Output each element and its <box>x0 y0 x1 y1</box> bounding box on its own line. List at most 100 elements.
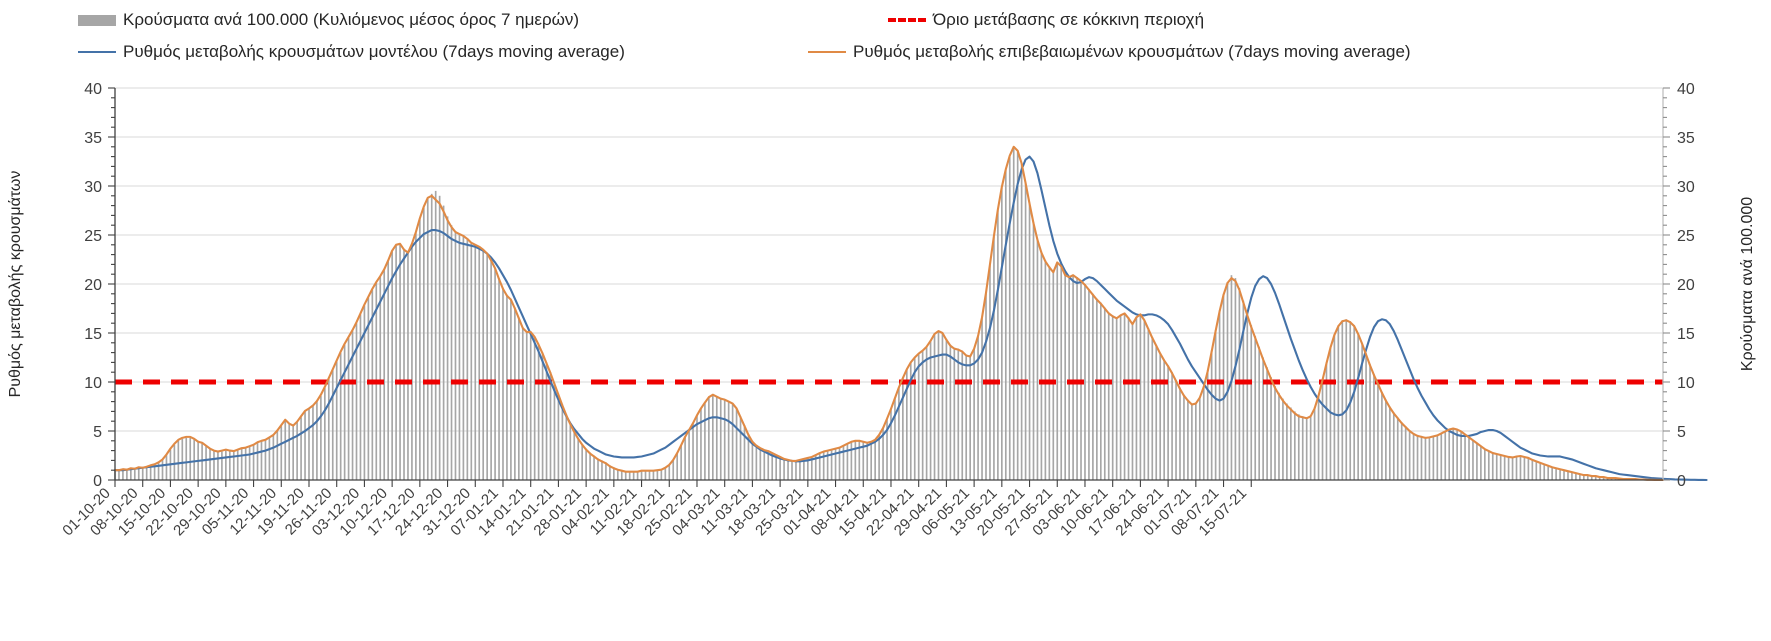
bar <box>181 438 184 480</box>
bar <box>486 254 488 480</box>
bar <box>807 457 809 480</box>
bar <box>644 470 647 480</box>
bar <box>822 451 825 480</box>
bar <box>573 431 576 480</box>
grid-lines <box>115 87 1663 481</box>
bar <box>327 379 330 480</box>
bar <box>735 408 738 480</box>
right-axis-title: Κρούσματα ανά 100.000 <box>1739 197 1756 371</box>
bar <box>747 433 750 480</box>
y-axis-tick-label-left: 15 <box>84 326 102 343</box>
bar <box>264 439 267 480</box>
bar <box>1048 266 1051 480</box>
bar <box>1250 325 1253 480</box>
bar <box>1127 317 1130 480</box>
bar <box>1167 365 1169 480</box>
bar <box>1523 457 1526 480</box>
bar <box>280 426 283 480</box>
bar <box>597 458 599 480</box>
bar <box>335 361 338 480</box>
bar <box>347 337 350 480</box>
bar <box>438 195 441 481</box>
bar <box>1084 284 1086 480</box>
bar <box>411 244 413 480</box>
bar <box>1357 333 1359 480</box>
bar <box>494 268 496 480</box>
bar <box>1143 320 1146 480</box>
bar <box>1183 394 1185 480</box>
bar <box>1210 350 1213 480</box>
bar <box>514 307 516 480</box>
bar <box>1476 442 1478 480</box>
bar <box>228 450 231 480</box>
bar <box>1107 312 1110 480</box>
bar <box>601 460 603 480</box>
bar <box>1218 310 1221 480</box>
legend-label-confirmed-rate: Ρυθμός μεταβολής επιβεβαιωμένων κρουσμάτ… <box>853 42 1411 61</box>
bar <box>149 465 152 480</box>
y-axis-tick-label-right: 30 <box>1677 179 1695 196</box>
bar <box>783 458 785 480</box>
legend-item-cases-per-100k[interactable]: Κρούσματα ανά 100.000 (Κυλιόμενος μέσος … <box>78 10 579 30</box>
bar <box>1024 182 1027 480</box>
bar <box>399 244 401 480</box>
bar <box>454 231 457 480</box>
bar <box>367 297 370 480</box>
bar <box>284 420 287 480</box>
bar <box>1008 156 1011 480</box>
bar <box>549 372 552 480</box>
bar <box>1309 415 1312 480</box>
bar <box>244 447 247 480</box>
bar <box>1179 387 1181 480</box>
bar <box>1056 263 1059 480</box>
bar-swatch-icon <box>78 14 116 26</box>
bar <box>668 464 671 480</box>
bar <box>498 278 500 480</box>
bar <box>304 411 306 480</box>
bar <box>1032 222 1035 480</box>
bar <box>1333 333 1336 480</box>
bar <box>917 353 920 480</box>
bar <box>1487 450 1490 480</box>
bar <box>506 294 508 480</box>
bar <box>902 378 904 480</box>
bar <box>1305 417 1308 480</box>
bar <box>858 440 861 480</box>
bar <box>383 270 386 480</box>
bar <box>521 327 524 480</box>
y-axis-tick-label-right: 25 <box>1677 228 1695 245</box>
bar <box>1396 417 1399 480</box>
bar <box>1293 411 1296 480</box>
bar <box>260 440 263 480</box>
bar <box>692 423 694 480</box>
bar <box>1175 380 1177 480</box>
bar <box>1266 367 1268 480</box>
bar <box>842 445 845 480</box>
bar <box>1535 461 1538 480</box>
bar <box>462 235 465 480</box>
bar <box>1551 467 1553 480</box>
bar <box>320 395 322 480</box>
bar <box>1495 453 1498 480</box>
bar <box>953 347 956 480</box>
bar <box>1171 372 1173 480</box>
bar <box>700 408 702 480</box>
legend-item-red-threshold[interactable]: Όριο μετάβασης σε κόκκινη περιοχή <box>888 10 1204 30</box>
bar <box>890 409 892 480</box>
bar <box>517 317 520 480</box>
y-axis-tick-label-left: 30 <box>84 179 102 196</box>
bar <box>957 348 960 480</box>
bar <box>1519 456 1522 480</box>
bar <box>225 450 227 480</box>
legend-item-model-rate[interactable]: Ρυθμός μεταβολής κρουσμάτων μοντέλου (7d… <box>78 42 625 62</box>
bar <box>1571 472 1573 480</box>
bar <box>300 417 302 480</box>
bar <box>189 437 192 480</box>
bar <box>886 419 888 480</box>
bar <box>866 442 869 480</box>
bar <box>268 437 271 480</box>
bar <box>1317 394 1320 480</box>
legend-item-confirmed-rate[interactable]: Ρυθμός μεταβολής επιβεβαιωμένων κρουσμάτ… <box>808 42 1411 62</box>
bar <box>1353 325 1356 480</box>
